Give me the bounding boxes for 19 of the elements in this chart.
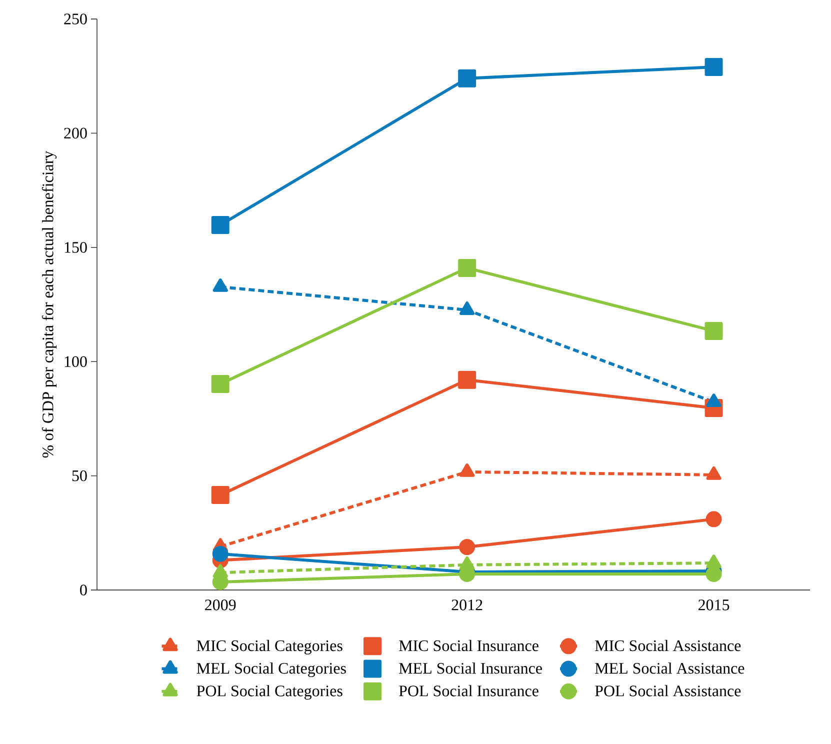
legend-label: MEL Social Assistance [595,662,744,674]
legend-label: POL Social Categories [196,685,342,700]
legend-label: MIC Social Assistance [595,640,741,652]
y-tick-label: 100 [64,356,87,367]
legend-label: MEL Social Insurance [399,662,542,674]
y-tick-label: 250 [64,14,87,24]
legend-label: POL Social Assistance [595,685,741,696]
x-tick-label: 2015 [698,600,730,610]
y-axis-title: % of GDP per capita for each actual beneficiary [42,150,57,458]
y-tick-label: 200 [64,128,87,139]
legend-label: MIC Social Categories [196,640,342,654]
y-tick-label: 150 [64,242,87,253]
x-tick-label: 2009 [205,600,236,610]
legend-label: MIC Social Insurance [399,640,538,652]
x-tick-label: 2012 [452,600,482,610]
y-tick-label: 0 [80,584,87,596]
legend-label: MEL Social Categories [196,662,346,678]
legend-label: POL Social Insurance [399,685,538,696]
y-tick-label: 50 [72,470,87,482]
